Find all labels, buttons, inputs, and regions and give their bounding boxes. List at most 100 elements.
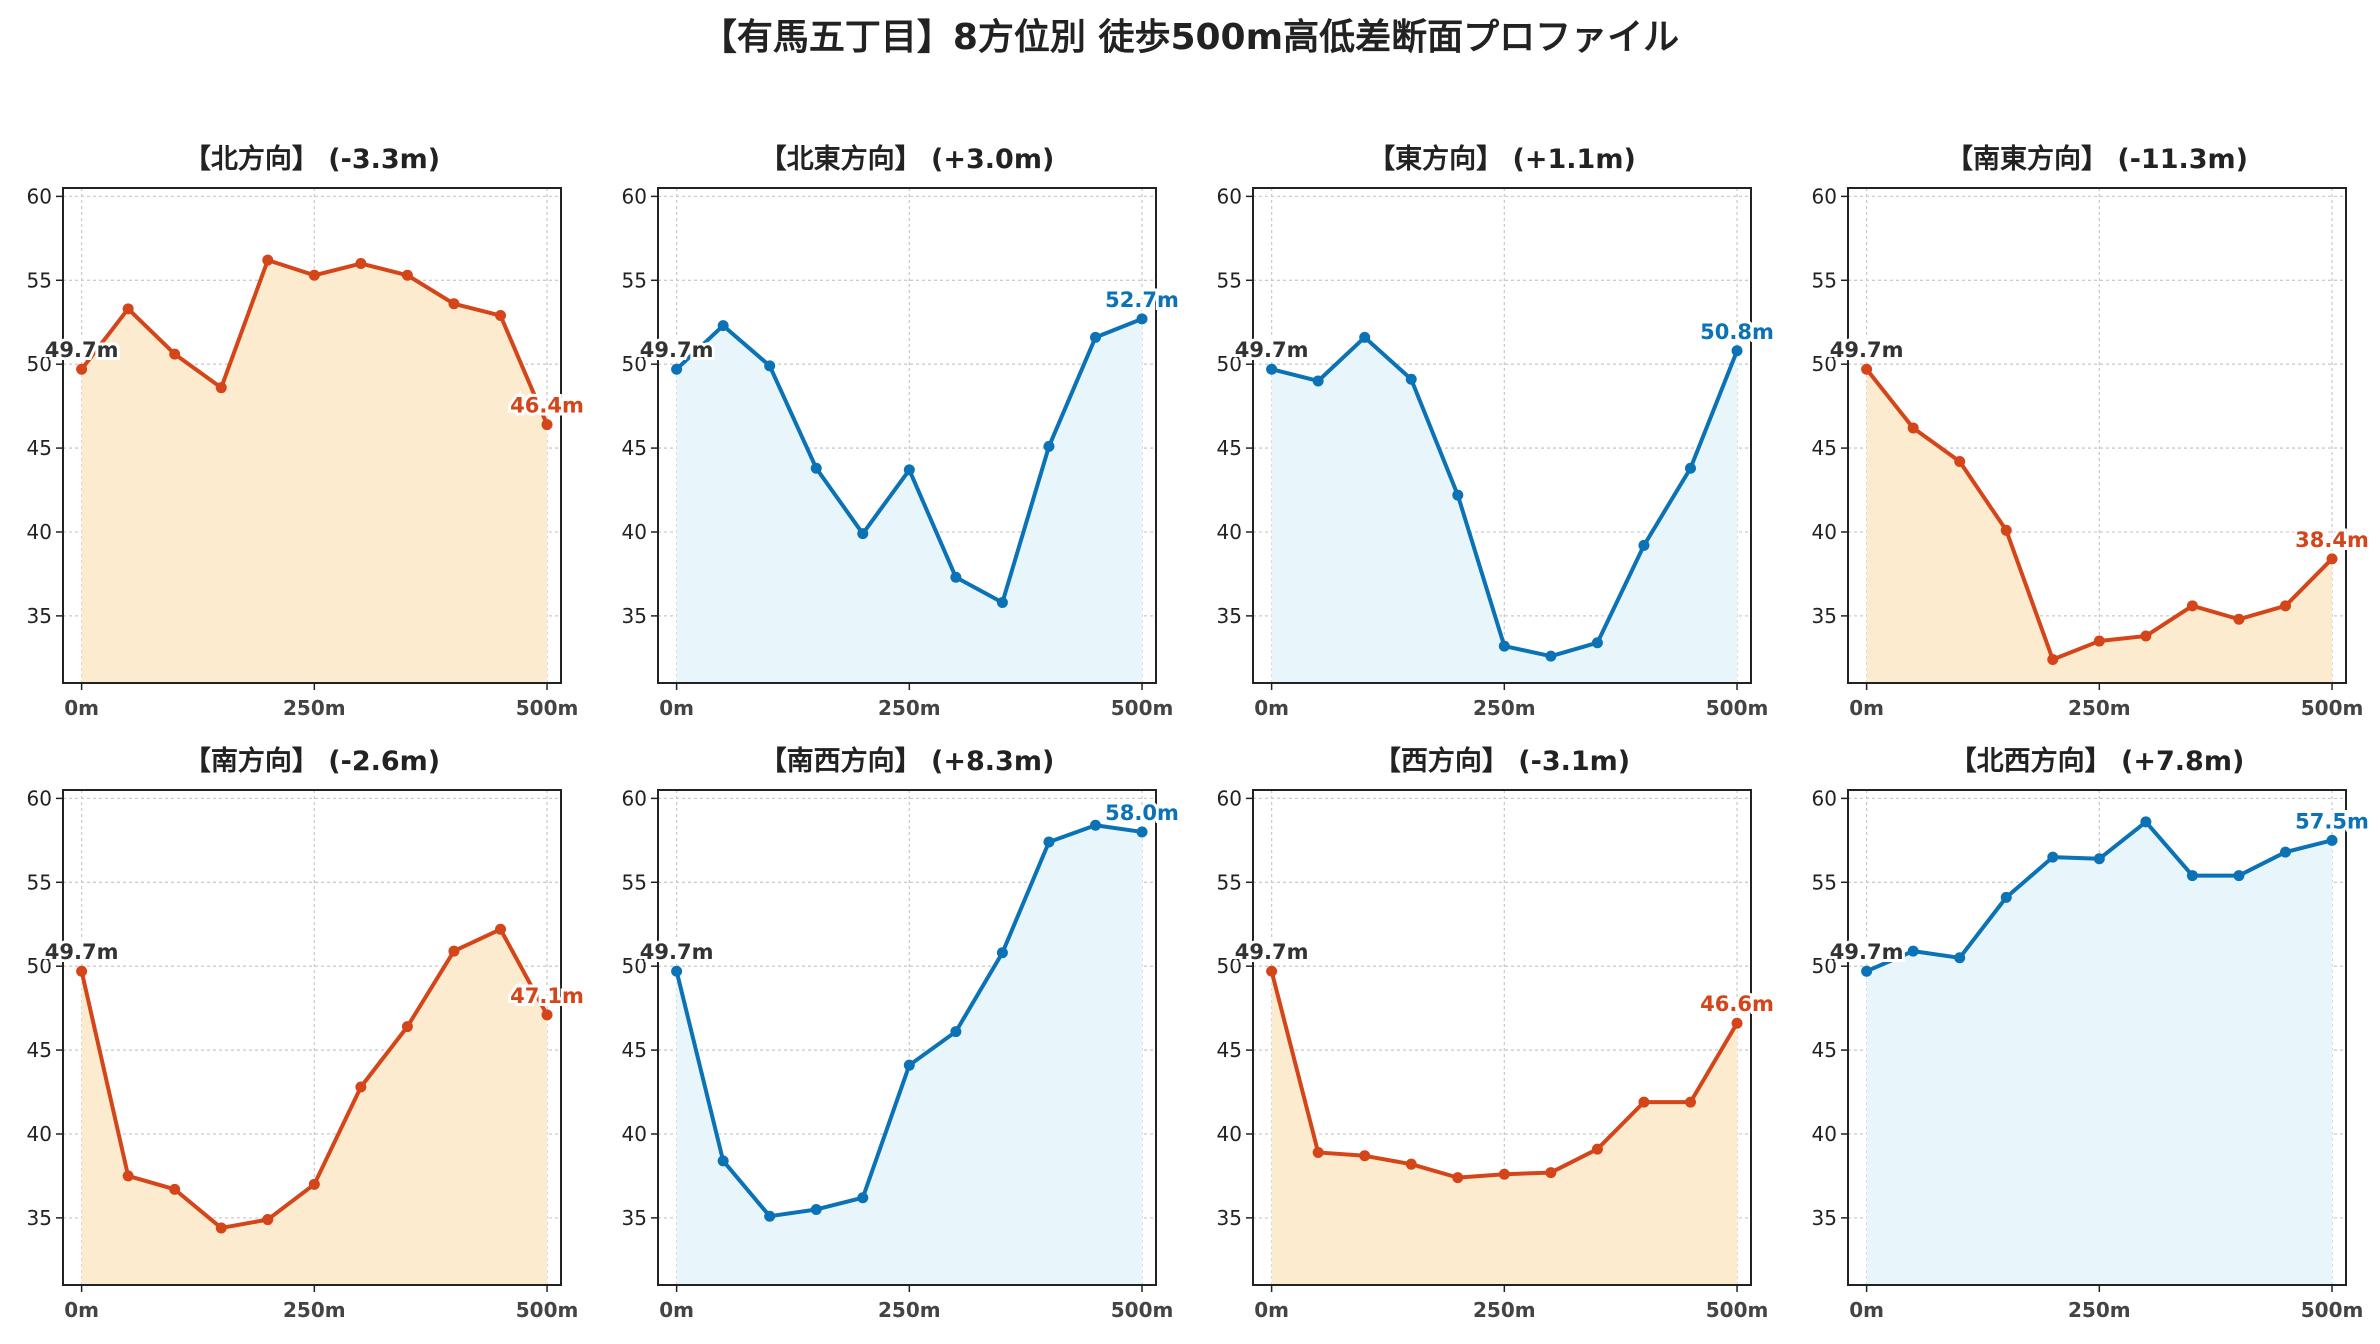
data-point (950, 1026, 962, 1038)
start-value-label: 49.7m (1235, 940, 1309, 964)
y-tick-label: 40 (1812, 1122, 1837, 1146)
x-tick-label: 250m (2068, 696, 2131, 720)
figure-title: 【有馬五丁目】8方位別 徒歩500m高低差断面プロファイル (700, 17, 1680, 58)
x-tick-label: 500m (1111, 696, 1174, 720)
end-value-label: 38.4m (2295, 528, 2369, 552)
area-fill (676, 318, 1143, 683)
y-tick-label: 55 (622, 268, 647, 292)
end-value-label: 50.8m (1700, 320, 1774, 344)
data-point (2186, 870, 2198, 882)
x-tick-label: 0m (1849, 1298, 1884, 1322)
data-point (1043, 440, 1055, 452)
x-tick-label: 500m (1706, 1298, 1769, 1322)
x-tick-label: 250m (878, 1298, 941, 1322)
data-point (448, 298, 460, 310)
y-tick-label: 55 (27, 870, 52, 894)
data-point (2047, 654, 2059, 666)
data-point (1498, 1168, 1510, 1180)
y-tick-label: 50 (622, 954, 647, 978)
subplot-title: 【北東方向】 (+3.0m) (760, 143, 1055, 175)
data-point (122, 1170, 134, 1182)
y-tick-label: 35 (27, 604, 52, 628)
end-value-label: 47.1m (510, 984, 584, 1008)
axes-frame (62, 789, 562, 1286)
subplot-5: 35 40 45 50 55 60 0m 250m 500m 【南方向】 (-2.6m) 49.7m… (27, 745, 587, 1322)
data-point (355, 1081, 367, 1093)
y-tick-label: 50 (622, 352, 647, 376)
data-point (1312, 375, 1324, 387)
data-point (122, 303, 134, 315)
data-point (903, 464, 915, 476)
y-tick-label: 50 (1812, 352, 1837, 376)
data-point (1638, 539, 1650, 551)
axes-frame (1847, 789, 2347, 1286)
data-point (1359, 1150, 1371, 1162)
end-value-label: 46.4m (510, 394, 584, 418)
data-point (494, 923, 506, 935)
area-fill (1866, 821, 2333, 1285)
subplot-title: 【北方向】 (-3.3m) (184, 143, 440, 175)
y-tick-label: 45 (1217, 1038, 1242, 1062)
x-tick-label: 500m (516, 1298, 579, 1322)
data-point (857, 1192, 869, 1204)
data-point (2279, 600, 2291, 612)
y-tick-label: 40 (622, 1122, 647, 1146)
x-tick-label: 0m (1849, 696, 1884, 720)
data-point (1591, 1143, 1603, 1155)
data-point (262, 1214, 274, 1226)
y-tick-label: 45 (622, 1038, 647, 1062)
data-point (494, 310, 506, 322)
area-fill (676, 825, 1143, 1285)
data-point (857, 528, 869, 540)
end-value-label: 52.7m (1105, 288, 1179, 312)
y-tick-label: 60 (1217, 786, 1242, 810)
data-point (1954, 456, 1966, 468)
axes-frame (1252, 789, 1752, 1286)
data-point (2093, 635, 2105, 647)
x-tick-label: 500m (516, 696, 579, 720)
data-point (2093, 853, 2105, 865)
subplot-2: 35 40 45 50 55 60 0m 250m 500m 【北東方向】 (+3.0m) 49.7… (622, 143, 1182, 720)
data-point (2233, 613, 2245, 625)
x-tick-label: 250m (283, 1298, 346, 1322)
y-tick-label: 45 (1217, 436, 1242, 460)
area-fill (81, 929, 548, 1285)
data-point (448, 945, 460, 957)
data-point (1731, 1017, 1743, 1029)
y-tick-label: 60 (1217, 184, 1242, 208)
data-point (169, 1183, 181, 1195)
data-point (1545, 650, 1557, 662)
data-point (717, 320, 729, 332)
y-tick-label: 50 (27, 954, 52, 978)
subplot-title: 【南東方向】 (-11.3m) (1946, 143, 2248, 175)
end-value-label: 46.6m (1700, 992, 1774, 1016)
y-tick-label: 55 (1217, 870, 1242, 894)
data-point (1136, 313, 1148, 325)
end-value-label: 57.5m (2295, 809, 2369, 833)
y-tick-label: 40 (27, 1122, 52, 1146)
data-point (1089, 331, 1101, 343)
y-tick-label: 45 (1812, 1038, 1837, 1062)
subplot-1: 35 40 45 50 55 60 0m 250m 500m 【北方向】 (-3.3m) 49.7m… (27, 143, 587, 720)
data-point (1452, 489, 1464, 501)
data-point (1312, 1146, 1324, 1158)
y-tick-label: 40 (1217, 520, 1242, 544)
subplot-3: 35 40 45 50 55 60 0m 250m 500m 【東方向】 (+1.1m) 49.7m… (1217, 143, 1777, 720)
y-tick-label: 60 (27, 184, 52, 208)
data-point (810, 1203, 822, 1215)
start-value-label: 49.7m (1830, 940, 1904, 964)
y-tick-label: 35 (1217, 1206, 1242, 1230)
y-tick-label: 50 (27, 352, 52, 376)
data-point (1359, 331, 1371, 343)
data-point (2186, 600, 2198, 612)
x-tick-label: 0m (1254, 1298, 1289, 1322)
data-point (2326, 834, 2338, 846)
y-tick-label: 60 (1812, 184, 1837, 208)
area-fill (1271, 971, 1738, 1285)
axes-frame (1252, 187, 1752, 684)
data-point (2233, 870, 2245, 882)
subplot-title: 【東方向】 (+1.1m) (1368, 143, 1636, 175)
area-fill (81, 260, 548, 683)
